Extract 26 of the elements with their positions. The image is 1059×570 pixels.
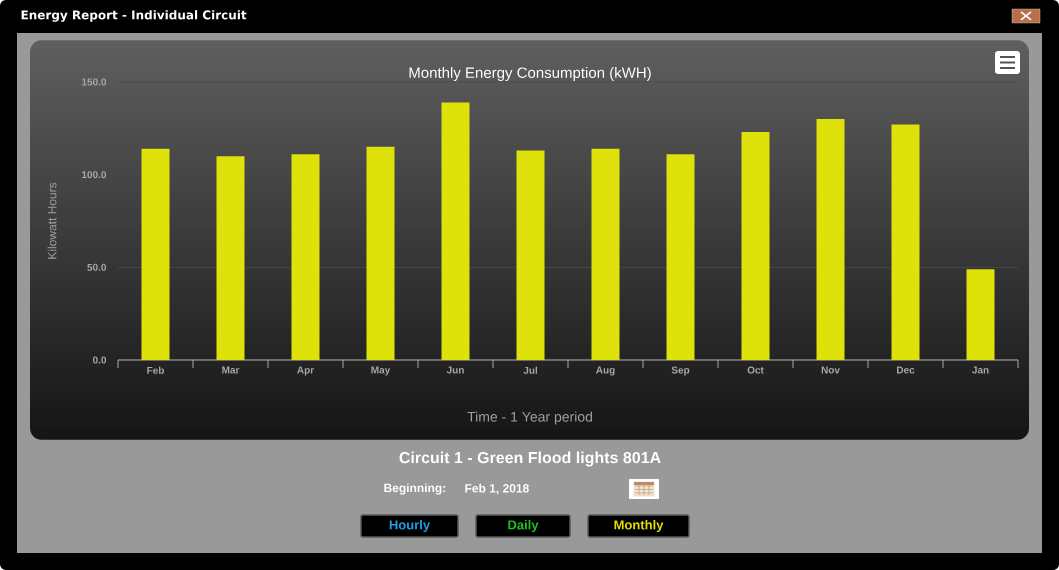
text: Monthly: [614, 519, 664, 533]
text: Feb 1, 2018: [465, 483, 529, 495]
text: Energy Report - Individual Circuit: [21, 10, 247, 22]
y-tick-label: 100.0: [82, 171, 107, 179]
y-tick-label: 150.0: [82, 78, 107, 86]
x-tick-label: Dec: [897, 366, 915, 374]
y-tick-label: 50.0: [87, 263, 107, 271]
chart-title: Monthly Energy Consumption (kWH): [409, 67, 651, 81]
x-axis-title: Time - 1 Year period: [467, 411, 592, 425]
text: Circuit 1 - Green Flood lights 801A: [399, 451, 661, 467]
x-tick-label: Sep: [671, 366, 690, 376]
text: Beginning:: [384, 483, 446, 495]
x-tick-label: Aug: [596, 366, 615, 376]
y-tick-label: 0.0: [92, 356, 107, 364]
x-tick-label: Nov: [821, 366, 840, 374]
text: Hourly: [389, 519, 431, 533]
x-tick-label: Feb: [147, 366, 164, 374]
x-tick-label: Jun: [446, 366, 464, 374]
x-tick-label: Oct: [747, 366, 764, 374]
x-tick-label: May: [371, 366, 391, 376]
text: Daily: [508, 519, 539, 533]
y-axis-title: Kilowatt Hours: [47, 182, 57, 259]
x-tick-label: Mar: [222, 366, 240, 374]
x-tick-label: Apr: [297, 366, 314, 376]
x-tick-label: Jul: [523, 366, 538, 374]
x-tick-label: Jan: [972, 366, 989, 374]
